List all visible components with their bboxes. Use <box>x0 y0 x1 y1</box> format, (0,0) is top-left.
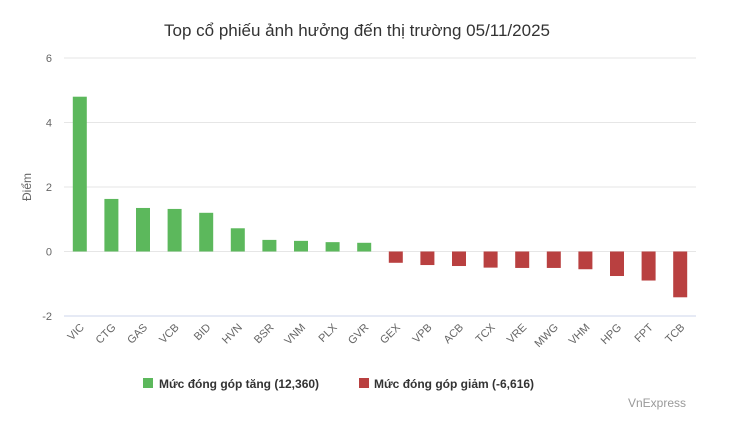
x-tick-label: MWG <box>533 322 561 350</box>
bar-tcx[interactable] <box>483 251 498 268</box>
bar-vre[interactable] <box>515 251 530 268</box>
y-tick-label: 0 <box>46 247 52 259</box>
bar-hvn[interactable] <box>230 228 245 252</box>
x-tick-label: VHM <box>567 322 593 348</box>
legend-label-decrease: Mức đóng góp giảm (-6,616) <box>374 377 534 391</box>
bar-bid[interactable] <box>199 212 214 252</box>
x-tick-label: VPB <box>410 322 434 346</box>
bar-vcb[interactable] <box>167 208 182 252</box>
x-tick-label: FPT <box>633 321 656 344</box>
legend-item-increase[interactable]: Mức đóng góp tăng (12,360) <box>143 377 319 391</box>
bar-gas[interactable] <box>136 207 150 252</box>
bar-bsr[interactable] <box>262 239 277 252</box>
x-tick-label: HPG <box>599 322 624 347</box>
x-tick-label: TCB <box>663 322 687 346</box>
legend[interactable]: Mức đóng góp tăng (12,360) Mức đóng góp … <box>143 377 534 391</box>
bar-gvr[interactable] <box>357 242 372 252</box>
y-tick-label: -2 <box>42 311 52 323</box>
bar-vic[interactable] <box>72 96 87 252</box>
x-tick-label: GAS <box>125 322 150 347</box>
y-ticks: -2 0 2 4 6 <box>42 53 52 323</box>
x-tick-label: CTG <box>94 322 119 347</box>
x-tick-label: ACB <box>442 322 466 346</box>
legend-swatch-increase <box>143 378 153 388</box>
x-tick-label: TCX <box>474 321 499 346</box>
x-tick-label: GVR <box>346 322 371 347</box>
bar-gex[interactable] <box>388 251 403 263</box>
bar-fpt[interactable] <box>641 251 656 281</box>
x-tick-label: HVN <box>220 322 245 347</box>
x-tick-label: BSR <box>252 322 277 347</box>
chart-title: Top cổ phiếu ảnh hưởng đến thị trường 05… <box>164 21 550 40</box>
legend-item-decrease[interactable]: Mức đóng góp giảm (-6,616) <box>359 377 534 391</box>
x-tick-label: VRE <box>505 322 529 346</box>
bar-vhm[interactable] <box>578 251 593 270</box>
x-tick-label: VNM <box>282 322 308 348</box>
bar-plx[interactable] <box>325 242 340 252</box>
bars <box>72 96 688 298</box>
x-tick-label: VIC <box>65 322 86 343</box>
bar-hpg[interactable] <box>610 251 624 277</box>
y-tick-label: 4 <box>46 118 52 130</box>
y-axis-label: Điểm <box>20 173 34 201</box>
bar-mwg[interactable] <box>546 251 561 268</box>
bar-ctg[interactable] <box>104 198 119 252</box>
bar-tcb[interactable] <box>673 251 688 298</box>
legend-swatch-decrease <box>359 378 369 388</box>
grid <box>64 57 696 317</box>
credit-text: VnExpress <box>628 396 686 410</box>
y-tick-label: 2 <box>46 182 52 194</box>
x-tick-label: BID <box>192 322 213 343</box>
x-tick-label: VCB <box>157 322 181 346</box>
bar-acb[interactable] <box>452 251 466 267</box>
bar-vpb[interactable] <box>420 251 435 266</box>
legend-label-increase: Mức đóng góp tăng (12,360) <box>159 377 319 391</box>
y-tick-label: 6 <box>46 53 52 65</box>
bar-vnm[interactable] <box>294 240 308 252</box>
x-tick-label: PLX <box>317 321 341 345</box>
x-ticks: VIC CTG GAS VCB BID HVN BSR VNM PLX GVR GEX VPB ACB T… <box>65 321 687 350</box>
x-tick-label: GEX <box>378 321 403 346</box>
